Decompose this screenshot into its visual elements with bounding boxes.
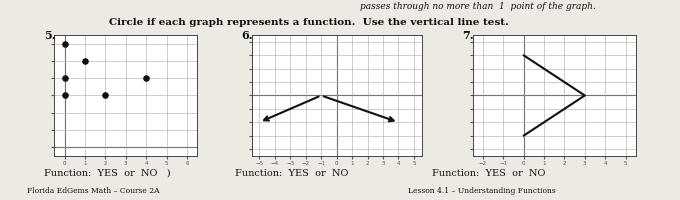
- Text: 6.: 6.: [241, 30, 253, 41]
- Text: Function:  YES  or  NO: Function: YES or NO: [235, 168, 348, 177]
- Text: 5.: 5.: [44, 30, 56, 41]
- Text: Function:  YES  or  NO   ): Function: YES or NO ): [44, 168, 171, 177]
- Point: [141, 77, 152, 80]
- Point: [59, 43, 70, 46]
- Point: [100, 94, 111, 98]
- Text: Florida EdGems Math – Course 2A: Florida EdGems Math – Course 2A: [27, 186, 160, 194]
- Text: Function:  YES  or  NO: Function: YES or NO: [432, 168, 545, 177]
- Text: 7.: 7.: [462, 30, 474, 41]
- Point: [59, 77, 70, 80]
- Text: Lesson 4.1 – Understanding Functions: Lesson 4.1 – Understanding Functions: [408, 186, 556, 194]
- Point: [59, 94, 70, 98]
- Text: Circle if each graph represents a function.  Use the vertical line test.: Circle if each graph represents a functi…: [109, 18, 509, 27]
- Text: passes through no more than  1  point of the graph.: passes through no more than 1 point of t…: [360, 2, 596, 11]
- Point: [80, 60, 90, 63]
